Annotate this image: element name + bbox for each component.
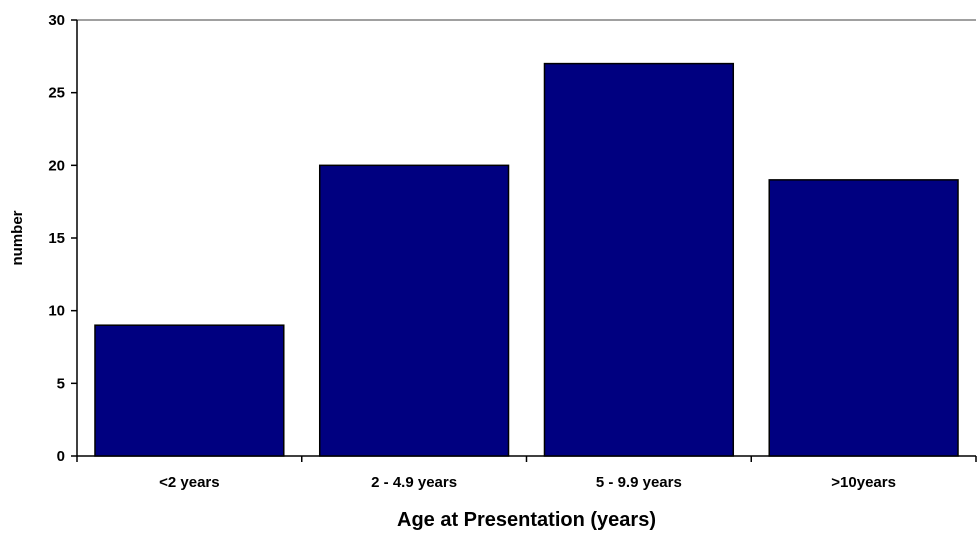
- y-axis-title: number: [9, 210, 26, 265]
- y-tick-label: 15: [48, 230, 65, 247]
- y-tick-label: 0: [57, 448, 65, 465]
- bar: [543, 62, 735, 457]
- x-axis-title: Age at Presentation (years): [397, 509, 656, 531]
- y-axis-ticks: 0 5 10 15 20 25 30: [48, 12, 77, 465]
- y-tick-label: 25: [48, 85, 65, 102]
- bar: [94, 324, 285, 457]
- x-tick-label: 2 - 4.9 years: [371, 474, 457, 491]
- y-tick-label: 10: [48, 303, 65, 320]
- x-axis-ticks: <2 years 2 - 4.9 years 5 - 9.9 years >10yea…: [76, 456, 977, 491]
- y-tick-label: 30: [48, 12, 65, 29]
- bars: [94, 62, 959, 457]
- y-tick-label: 5: [57, 375, 65, 392]
- x-tick-label: 5 - 9.9 years: [596, 474, 682, 491]
- bar: [768, 179, 959, 457]
- bar: [318, 164, 510, 457]
- x-tick-label: >10years: [831, 474, 896, 491]
- y-tick-label: 20: [48, 157, 65, 174]
- x-tick-label: <2 years: [159, 474, 219, 491]
